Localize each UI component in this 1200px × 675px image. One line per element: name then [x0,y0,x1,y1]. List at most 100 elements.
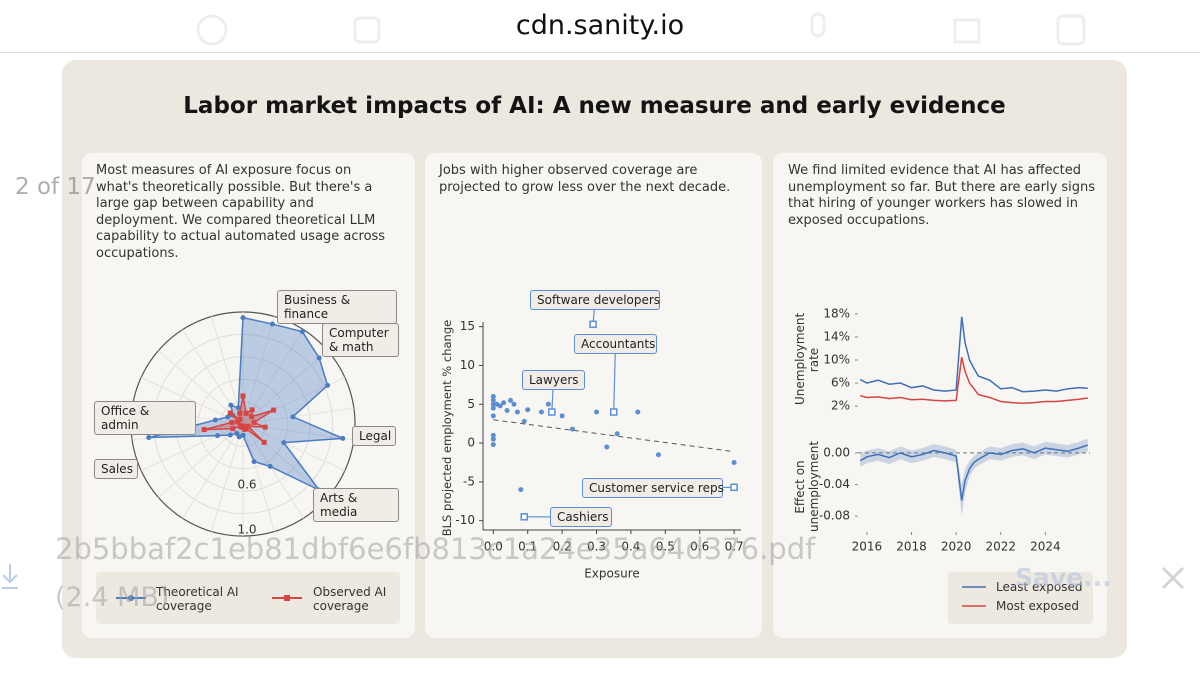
y-tick-label: 10 [460,358,475,372]
category-label: Sales [94,459,138,479]
x-tick-label: 0.7 [725,540,744,554]
panel-text: Most measures of AI exposure focus on wh… [96,163,386,261]
point [569,426,575,432]
address-bar[interactable]: cdn.sanity.io [515,10,685,41]
radar-point [261,439,267,445]
x-tick-label: 2020 [941,540,972,554]
highlight-point [520,513,529,521]
y-tick-label: -0.08 [819,509,850,523]
radar-point [228,402,234,408]
y-axis-label: BLS projected employment % change [440,319,454,537]
radar-point [316,355,322,361]
r-tick-label: 0.6 [237,478,256,492]
point [545,401,551,407]
highlight-label: Accountants [574,334,657,354]
save-button[interactable]: Save... [1015,563,1112,592]
radar-point [212,417,218,423]
y-tick-label: -10 [455,513,475,527]
x-tick-label: 0.0 [484,540,503,554]
y-tick-label: 5 [467,397,475,411]
series-line [859,316,1088,393]
y-tick-label: -0.04 [819,477,850,491]
y-tick-label: 0 [467,436,475,450]
x-axis-label: Exposure [584,567,640,581]
x-tick-label: 0.6 [690,540,709,554]
mic-icon[interactable] [810,12,826,38]
category-label: Arts & media [313,488,399,522]
radar-point [251,459,257,465]
confidence-band [860,438,1088,517]
point [635,409,641,415]
radar-point [237,416,243,422]
category-label: Office & admin [94,401,196,435]
x-tick-label: 0.4 [621,540,640,554]
category-label: Business & finance [277,290,397,324]
radar-point [225,414,231,420]
series-line [860,356,1088,404]
radar-point [340,435,346,441]
y-tick-label: 14% [823,329,850,343]
point [521,418,527,424]
x-tick-label: 0.3 [587,540,606,554]
panel [82,153,415,638]
x-tick-label: 2016 [852,540,883,554]
reader-icon[interactable] [353,16,381,44]
leader-line [613,343,617,413]
download-icon[interactable] [2,564,18,589]
legend-marker [128,595,134,601]
share-icon[interactable] [953,18,981,44]
point [594,409,600,415]
radar-point [281,440,287,446]
radar-point [249,407,255,413]
point [731,459,737,465]
file-size: (2.4 MB) [55,582,170,613]
radar-point [240,432,246,438]
x-tick-label: 0.5 [656,540,675,554]
close-icon[interactable] [1161,566,1185,590]
point [508,397,514,403]
x-tick-label: 2018 [896,540,927,554]
point [614,431,620,437]
spoke [242,423,304,519]
x-tick-label: 0.2 [553,540,572,554]
y-axis-label: Unemployment rate [793,312,821,405]
x-tick-label: 2024 [1030,540,1061,554]
legend-label: Theoretical AI coverage [156,585,239,613]
radar-point [235,405,241,411]
radar-point [237,423,243,429]
y-tick-label: 2% [831,399,850,413]
point [490,405,496,411]
x-tick-label: 0.1 [518,540,537,554]
radar-point [215,433,221,439]
radar-point [242,426,248,432]
radar-point [240,315,246,321]
point [504,407,510,413]
y-tick-label: 15 [460,319,475,333]
point [490,432,496,438]
point [490,394,496,400]
spoke [242,350,328,425]
point [490,401,496,407]
radar-point [229,419,235,425]
reload-icon[interactable] [196,14,228,46]
toolbar-icons [196,12,1086,46]
radar-point [248,414,254,420]
x-tick-label: 2022 [985,540,1016,554]
series-line [859,444,1089,501]
highlight-point [548,408,556,416]
highlight-label: Software developers [530,290,660,310]
highlight-point [730,483,738,492]
point [655,452,661,458]
highlight-point [609,408,618,416]
radar-point [269,321,275,327]
point [604,444,610,450]
page-indicator: 2 of 17 [15,174,96,200]
radar-point [299,329,305,335]
point [490,397,496,403]
point [538,409,544,415]
radar-point [227,410,233,416]
legend-box [948,572,1093,624]
tabs-icon[interactable] [1056,14,1086,46]
point [490,442,496,448]
